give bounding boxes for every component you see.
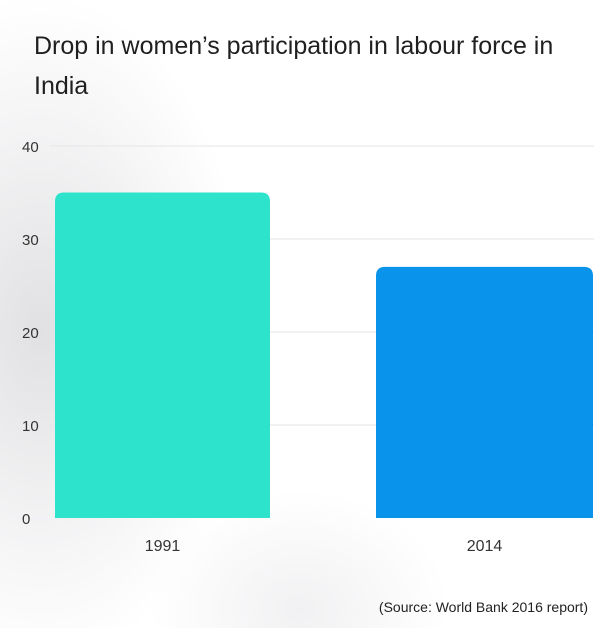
y-tick-label-20: 20 — [22, 325, 39, 342]
x-tick-label-2014: 2014 — [467, 538, 503, 555]
source-note: (Source: World Bank 2016 report) — [378, 599, 588, 615]
bar-1991 — [55, 192, 270, 518]
y-tick-label-30: 30 — [22, 232, 39, 249]
bar-2014 — [376, 266, 593, 518]
chart-title: Drop in women’s participation in labour … — [34, 32, 554, 100]
y-tick-label-10: 10 — [22, 418, 39, 435]
x-tick-label-1991: 1991 — [145, 538, 181, 555]
y-tick-label-40: 40 — [22, 139, 39, 156]
y-tick-label-0: 0 — [22, 511, 30, 528]
